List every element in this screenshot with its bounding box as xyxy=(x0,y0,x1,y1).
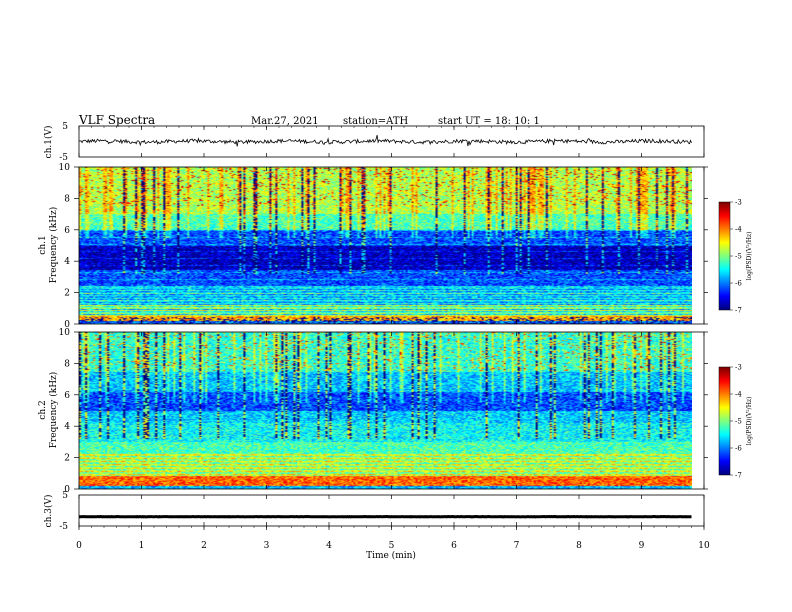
ch1-ytick-bottom: -5 xyxy=(59,153,68,163)
ch1-colorbar-ticks: -3 -4 -5 -6 -7 xyxy=(730,199,742,315)
frequency-tick-label: 0 xyxy=(64,320,70,330)
ch3-ytick-bottom: -5 xyxy=(59,522,68,532)
colorbar-tick-label: -4 xyxy=(735,226,742,234)
ch2-colorbar: -3 -4 -5 -6 -7 log(PSD)(V²/Hz) xyxy=(718,364,753,480)
frequency-tick-label: 4 xyxy=(64,422,70,432)
ch2-colorbar-label: log(PSD)(V²/Hz) xyxy=(746,397,753,446)
colorbar-tick-label: -4 xyxy=(735,391,742,399)
ch1-frequency-ylabel: Frequency (kHz) xyxy=(48,207,59,284)
ch2-frequency-ylabel: Frequency (kHz) xyxy=(48,372,59,449)
ch1-channel-label: ch.1 xyxy=(38,235,48,254)
time-tick-label: 6 xyxy=(451,541,457,551)
ch1-frequency-ticks: 0 2 4 6 8 10 xyxy=(59,163,708,330)
ch1-colorbar-gradient xyxy=(719,202,730,310)
ch2-spectrogram-image xyxy=(79,332,692,489)
time-tick-label: 9 xyxy=(639,541,645,551)
colorbar-tick-label: -6 xyxy=(735,280,742,288)
colorbar-tick-label: -6 xyxy=(735,445,742,453)
start-time-label: start UT = 18: 10: 1 xyxy=(438,116,540,127)
ch3-voltage-ylabel: ch.3(V) xyxy=(43,495,54,528)
frequency-tick-label: 2 xyxy=(64,289,70,299)
ch2-channel-label: ch.2 xyxy=(38,400,48,419)
colorbar-tick-label: -3 xyxy=(735,364,742,372)
frequency-tick-label: 8 xyxy=(64,359,70,369)
ch2-colorbar-gradient xyxy=(719,367,730,475)
time-axis-ticks: 0 1 2 3 4 5 6 7 8 9 10 xyxy=(76,126,710,551)
frequency-tick-label: 10 xyxy=(59,163,71,173)
time-tick-label: 1 xyxy=(139,541,145,551)
time-tick-label: 2 xyxy=(201,541,207,551)
ch1-colorbar-label: log(PSD)(V²/Hz) xyxy=(746,232,753,281)
time-axis-label: Time (min) xyxy=(366,550,416,561)
time-tick-label: 4 xyxy=(326,541,332,551)
ch2-frequency-ticks: 0 2 4 6 8 10 xyxy=(59,328,708,495)
ch3-voltage-panel: 5 -5 ch.3(V) xyxy=(43,491,705,532)
ch1-voltage-trace xyxy=(78,135,692,147)
time-tick-label: 0 xyxy=(76,541,82,551)
frequency-tick-label: 6 xyxy=(64,391,70,401)
ch1-ytick-top: 5 xyxy=(62,122,68,132)
date-label: Mar.27, 2021 xyxy=(251,116,319,127)
colorbar-tick-label: -5 xyxy=(735,253,742,261)
colorbar-tick-label: -7 xyxy=(735,472,742,480)
time-tick-label: 10 xyxy=(698,541,710,551)
ch2-colorbar-ticks: -3 -4 -5 -6 -7 xyxy=(730,364,742,480)
ch1-spectrogram-image xyxy=(79,167,692,324)
ch2-spectrogram-panel: 0 2 4 6 8 10 ch.2 Frequency (kHz) xyxy=(38,328,708,495)
station-label: station=ATH xyxy=(343,116,409,127)
frequency-tick-label: 6 xyxy=(64,226,70,236)
ch1-spectrogram-panel: 0 2 4 6 8 10 ch.1 Frequency (kHz) xyxy=(38,163,708,330)
time-tick-label: 7 xyxy=(514,541,520,551)
ch1-voltage-panel: 5 -5 ch.1(V) xyxy=(43,122,705,163)
ch1-voltage-ylabel: ch.1(V) xyxy=(43,126,54,159)
colorbar-tick-label: -7 xyxy=(735,307,742,315)
time-tick-label: 3 xyxy=(264,541,270,551)
colorbar-tick-label: -3 xyxy=(735,199,742,207)
figure-title: VLF Spectra xyxy=(78,113,155,127)
time-tick-label: 8 xyxy=(576,541,582,551)
ch1-colorbar: -3 -4 -5 -6 -7 log(PSD)(V²/Hz) xyxy=(718,199,753,315)
frequency-tick-label: 2 xyxy=(64,454,70,464)
frequency-tick-label: 4 xyxy=(64,257,70,267)
frequency-tick-label: 10 xyxy=(59,328,71,338)
colorbar-tick-label: -5 xyxy=(735,418,742,426)
time-tick-label: 5 xyxy=(389,541,395,551)
ch3-ytick-top: 5 xyxy=(62,491,68,501)
ch3-voltage-frame xyxy=(78,494,705,527)
frequency-tick-label: 0 xyxy=(64,485,70,495)
frequency-tick-label: 8 xyxy=(64,194,70,204)
